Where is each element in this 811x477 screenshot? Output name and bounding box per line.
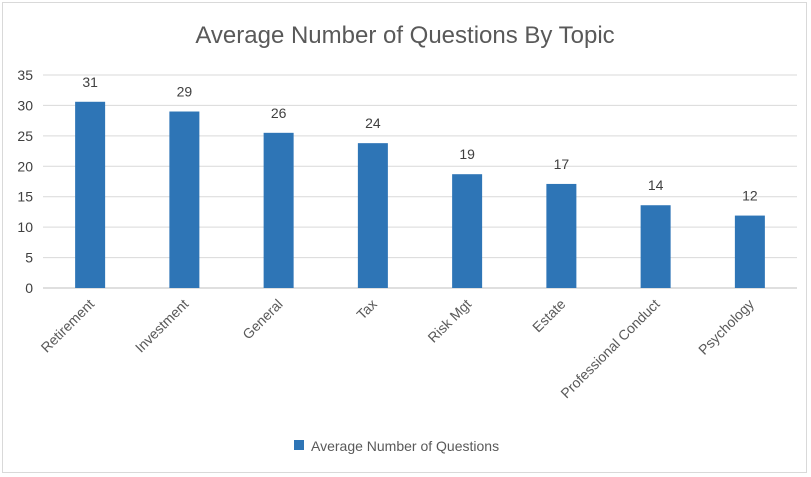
y-tick-label: 5 bbox=[25, 250, 33, 266]
y-tick-label: 35 bbox=[17, 67, 33, 83]
data-label: 12 bbox=[742, 188, 758, 204]
gridlines bbox=[43, 74, 797, 289]
bar bbox=[169, 111, 200, 288]
bar bbox=[75, 101, 106, 288]
bar bbox=[546, 183, 577, 288]
legend-swatch bbox=[294, 440, 304, 450]
data-label: 24 bbox=[365, 115, 381, 131]
y-tick-label: 30 bbox=[17, 97, 33, 113]
y-tick-label: 15 bbox=[17, 189, 33, 205]
data-labels: 31 29 26 24 19 17 14 12 bbox=[82, 74, 758, 204]
legend-label: Average Number of Questions bbox=[311, 438, 499, 454]
data-label: 31 bbox=[82, 74, 98, 90]
bar bbox=[734, 215, 765, 288]
data-label: 17 bbox=[554, 156, 570, 172]
x-axis-categories: Retirement Investment General Tax Risk Mgt Es… bbox=[38, 296, 757, 402]
x-category-label: Investment bbox=[132, 296, 192, 356]
chart-title: Average Number of Questions By Topic bbox=[195, 22, 614, 49]
y-tick-label: 20 bbox=[17, 158, 33, 174]
bar bbox=[263, 132, 294, 288]
data-label: 26 bbox=[271, 105, 287, 121]
bars bbox=[75, 101, 765, 288]
x-category-label: Tax bbox=[353, 296, 380, 323]
bar bbox=[357, 143, 388, 288]
y-tick-label: 10 bbox=[17, 219, 33, 235]
x-category-label: Professional Conduct bbox=[557, 296, 662, 401]
bar bbox=[640, 205, 671, 288]
data-label: 14 bbox=[648, 177, 664, 193]
y-tick-label: 25 bbox=[17, 128, 33, 144]
y-tick-label: 0 bbox=[25, 280, 33, 296]
y-axis-ticks: 0 5 10 15 20 25 30 35 bbox=[17, 67, 33, 296]
data-label: 19 bbox=[459, 146, 475, 162]
legend: Average Number of Questions bbox=[294, 438, 499, 454]
bar bbox=[452, 174, 483, 288]
data-label: 29 bbox=[177, 84, 193, 100]
x-category-label: Psychology bbox=[695, 296, 757, 358]
x-category-label: Estate bbox=[529, 296, 569, 336]
x-category-label: Retirement bbox=[38, 296, 98, 356]
x-category-label: Risk Mgt bbox=[424, 296, 474, 346]
x-category-label: General bbox=[239, 296, 286, 343]
